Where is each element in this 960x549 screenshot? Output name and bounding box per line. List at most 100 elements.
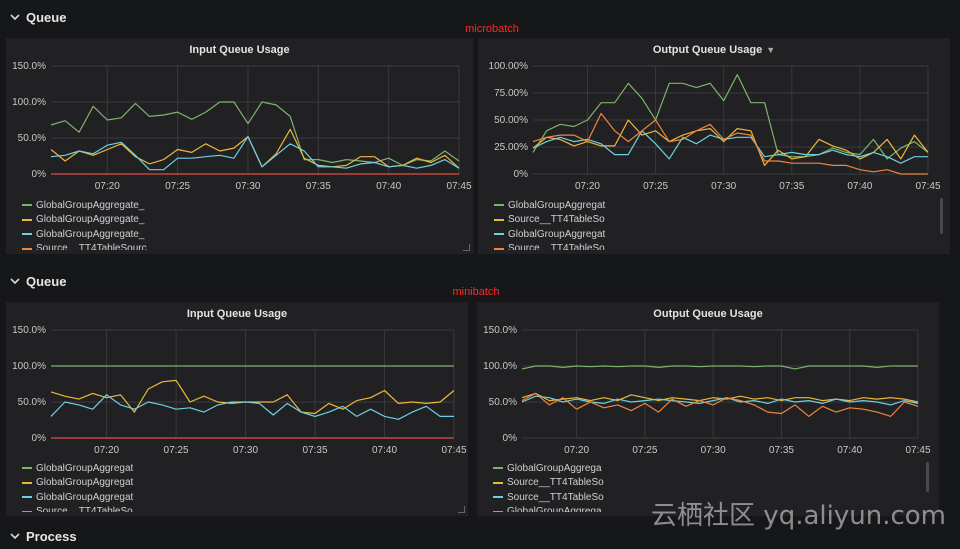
legend-item[interactable]: GlobalGroupAggregat [22, 476, 222, 491]
panel-title[interactable]: Input Queue Usage [189, 44, 290, 56]
legend-label: GlobalGroupAggregate_ [36, 214, 145, 226]
legend-swatch [494, 204, 504, 207]
legend-swatch [493, 467, 503, 470]
series-line-0 [521, 365, 918, 370]
dropdown-caret-icon: ▼ [766, 45, 776, 55]
x-tick-label: 07:45 [446, 181, 471, 192]
legend-label: GlobalGroupAggregat [508, 228, 606, 240]
x-tick-label: 07:20 [564, 445, 589, 456]
legend-label: Source__TT4TableSourc [36, 243, 147, 250]
series-line-3 [532, 112, 928, 175]
x-tick-label: 07:25 [632, 445, 657, 456]
panel-title[interactable]: Input Queue Usage [186, 308, 288, 320]
series-line-1 [50, 379, 455, 415]
legend-item[interactable]: GlobalGroupAggrega [493, 461, 613, 476]
panel-title[interactable]: Output Queue Usage ▼ [478, 44, 950, 56]
legend-item[interactable]: GlobalGroupAggregate_ [22, 227, 222, 242]
row-header-queue-2[interactable]: Queue [0, 268, 960, 294]
x-tick-label: 07:20 [95, 181, 120, 192]
row-title: Queue [26, 9, 67, 25]
series-line-1 [521, 392, 919, 403]
legend-swatch [22, 247, 32, 250]
x-tick-label: 07:25 [165, 181, 190, 192]
chart-legend: GlobalGroupAggregate_ GlobalGroupAggregat… [22, 198, 222, 250]
legend-label: GlobalGroupAggregate_ [36, 199, 145, 211]
legend-item[interactable]: GlobalGroupAggregat [22, 461, 222, 476]
legend-item[interactable]: GlobalGroupAggregate_ [22, 198, 222, 213]
legend-item[interactable]: Source__TT4TableSo [22, 505, 222, 512]
legend-item[interactable]: Source__TT4TableSo [493, 490, 613, 505]
legend-label: Source__TT4TableSo [507, 477, 604, 489]
panel-title-text: Output Queue Usage [652, 44, 763, 56]
series-line-0 [532, 73, 929, 160]
legend-swatch [493, 481, 503, 484]
chart-plot: 0% 50.0% 100.0% 150.0% 07:20 07:25 07:30 07:35 0… [483, 325, 931, 456]
legend-swatch [494, 218, 504, 221]
legend-item[interactable]: Source__TT4TableSourc [22, 242, 222, 250]
legend-scrollbar[interactable] [940, 198, 943, 234]
row-title: Process [26, 528, 77, 544]
legend-item[interactable]: GlobalGroupAggrega [493, 505, 613, 512]
legend-item[interactable]: GlobalGroupAggregate_ [22, 213, 222, 228]
chart-plot: 0% 50.0% 100.0% 150.0% 07:20 07:25 07:30 07:35 0… [12, 61, 472, 192]
y-tick-label: 150.0% [12, 61, 46, 72]
legend-label: GlobalGroupAggregat [508, 199, 606, 211]
legend-label: Source__TT4TableSo [508, 243, 605, 250]
chevron-down-icon [10, 278, 20, 285]
legend-swatch [493, 510, 503, 512]
series-line-2 [50, 135, 460, 171]
chart-plot: 0% 50.0% 100.0% 150.0% 07:20 07:25 07:30 07:35 0… [12, 325, 467, 456]
x-tick-label: 07:35 [779, 181, 804, 192]
y-tick-label: 50.0% [18, 397, 46, 408]
y-tick-label: 100.00% [489, 61, 529, 72]
panel-input-queue-minibatch: Input Queue Usage 0% 50.0% 100.0% 150.0% 07:… [6, 302, 468, 516]
chart-plot: 0% 25.00% 50.00% 75.00% 100.00% 07:20 07:25 07:… [489, 61, 941, 192]
legend-item[interactable]: Source__TT4TableSo [493, 476, 613, 491]
legend-scrollbar[interactable] [926, 462, 929, 492]
y-tick-label: 150.0% [483, 325, 517, 336]
x-tick-label: 07:30 [233, 445, 258, 456]
legend-item[interactable]: Source__TT4TableSo [494, 213, 614, 228]
resize-handle[interactable] [463, 244, 470, 251]
y-tick-label: 0% [503, 433, 518, 444]
series-line-2 [50, 394, 454, 420]
legend-item[interactable]: GlobalGroupAggregat [494, 198, 614, 213]
x-tick-label: 07:45 [905, 445, 930, 456]
x-tick-label: 07:25 [643, 181, 668, 192]
legend-item[interactable]: Source__TT4TableSo [494, 242, 614, 250]
panel-output-queue-microbatch: Output Queue Usage ▼ 0% 25.00% 50.00% 75.00%… [478, 38, 950, 254]
legend-item[interactable]: GlobalGroupAggregat [494, 227, 614, 242]
x-tick-label: 07:30 [711, 181, 736, 192]
y-tick-label: 150.0% [12, 325, 46, 336]
x-tick-label: 07:35 [769, 445, 794, 456]
legend-label: Source__TT4TableSo [36, 506, 133, 512]
legend-label: GlobalGroupAggrega [507, 506, 602, 512]
panel-title[interactable]: Output Queue Usage [653, 308, 763, 320]
legend-swatch [494, 233, 504, 236]
legend-swatch [494, 247, 504, 250]
x-tick-label: 07:45 [441, 445, 466, 456]
resize-handle[interactable] [458, 506, 465, 513]
legend-swatch [22, 467, 32, 470]
legend-label: GlobalGroupAggregat [36, 462, 134, 474]
legend-swatch [493, 496, 503, 499]
legend-item[interactable]: GlobalGroupAggregat [22, 490, 222, 505]
legend-swatch [22, 510, 32, 512]
x-tick-label: 07:35 [303, 445, 328, 456]
x-tick-label: 07:30 [235, 181, 260, 192]
chart-legend: GlobalGroupAggrega Source__TT4TableSo Sour… [493, 461, 613, 512]
series-line-2 [521, 395, 919, 406]
row-header-queue-1[interactable]: Queue [0, 4, 960, 30]
legend-label: GlobalGroupAggregate_ [36, 228, 145, 240]
y-tick-label: 0% [32, 169, 47, 180]
run-label-microbatch: microbatch [465, 23, 519, 35]
series-line-0 [50, 101, 460, 167]
legend-swatch [22, 233, 32, 236]
y-tick-label: 25.00% [494, 142, 528, 153]
y-tick-label: 0% [514, 169, 529, 180]
x-tick-label: 07:40 [847, 181, 872, 192]
y-tick-label: 0% [32, 433, 47, 444]
x-tick-label: 07:20 [94, 445, 119, 456]
chart-legend: GlobalGroupAggregat Source__TT4TableSo Glo… [494, 198, 614, 250]
legend-label: GlobalGroupAggrega [507, 462, 602, 474]
